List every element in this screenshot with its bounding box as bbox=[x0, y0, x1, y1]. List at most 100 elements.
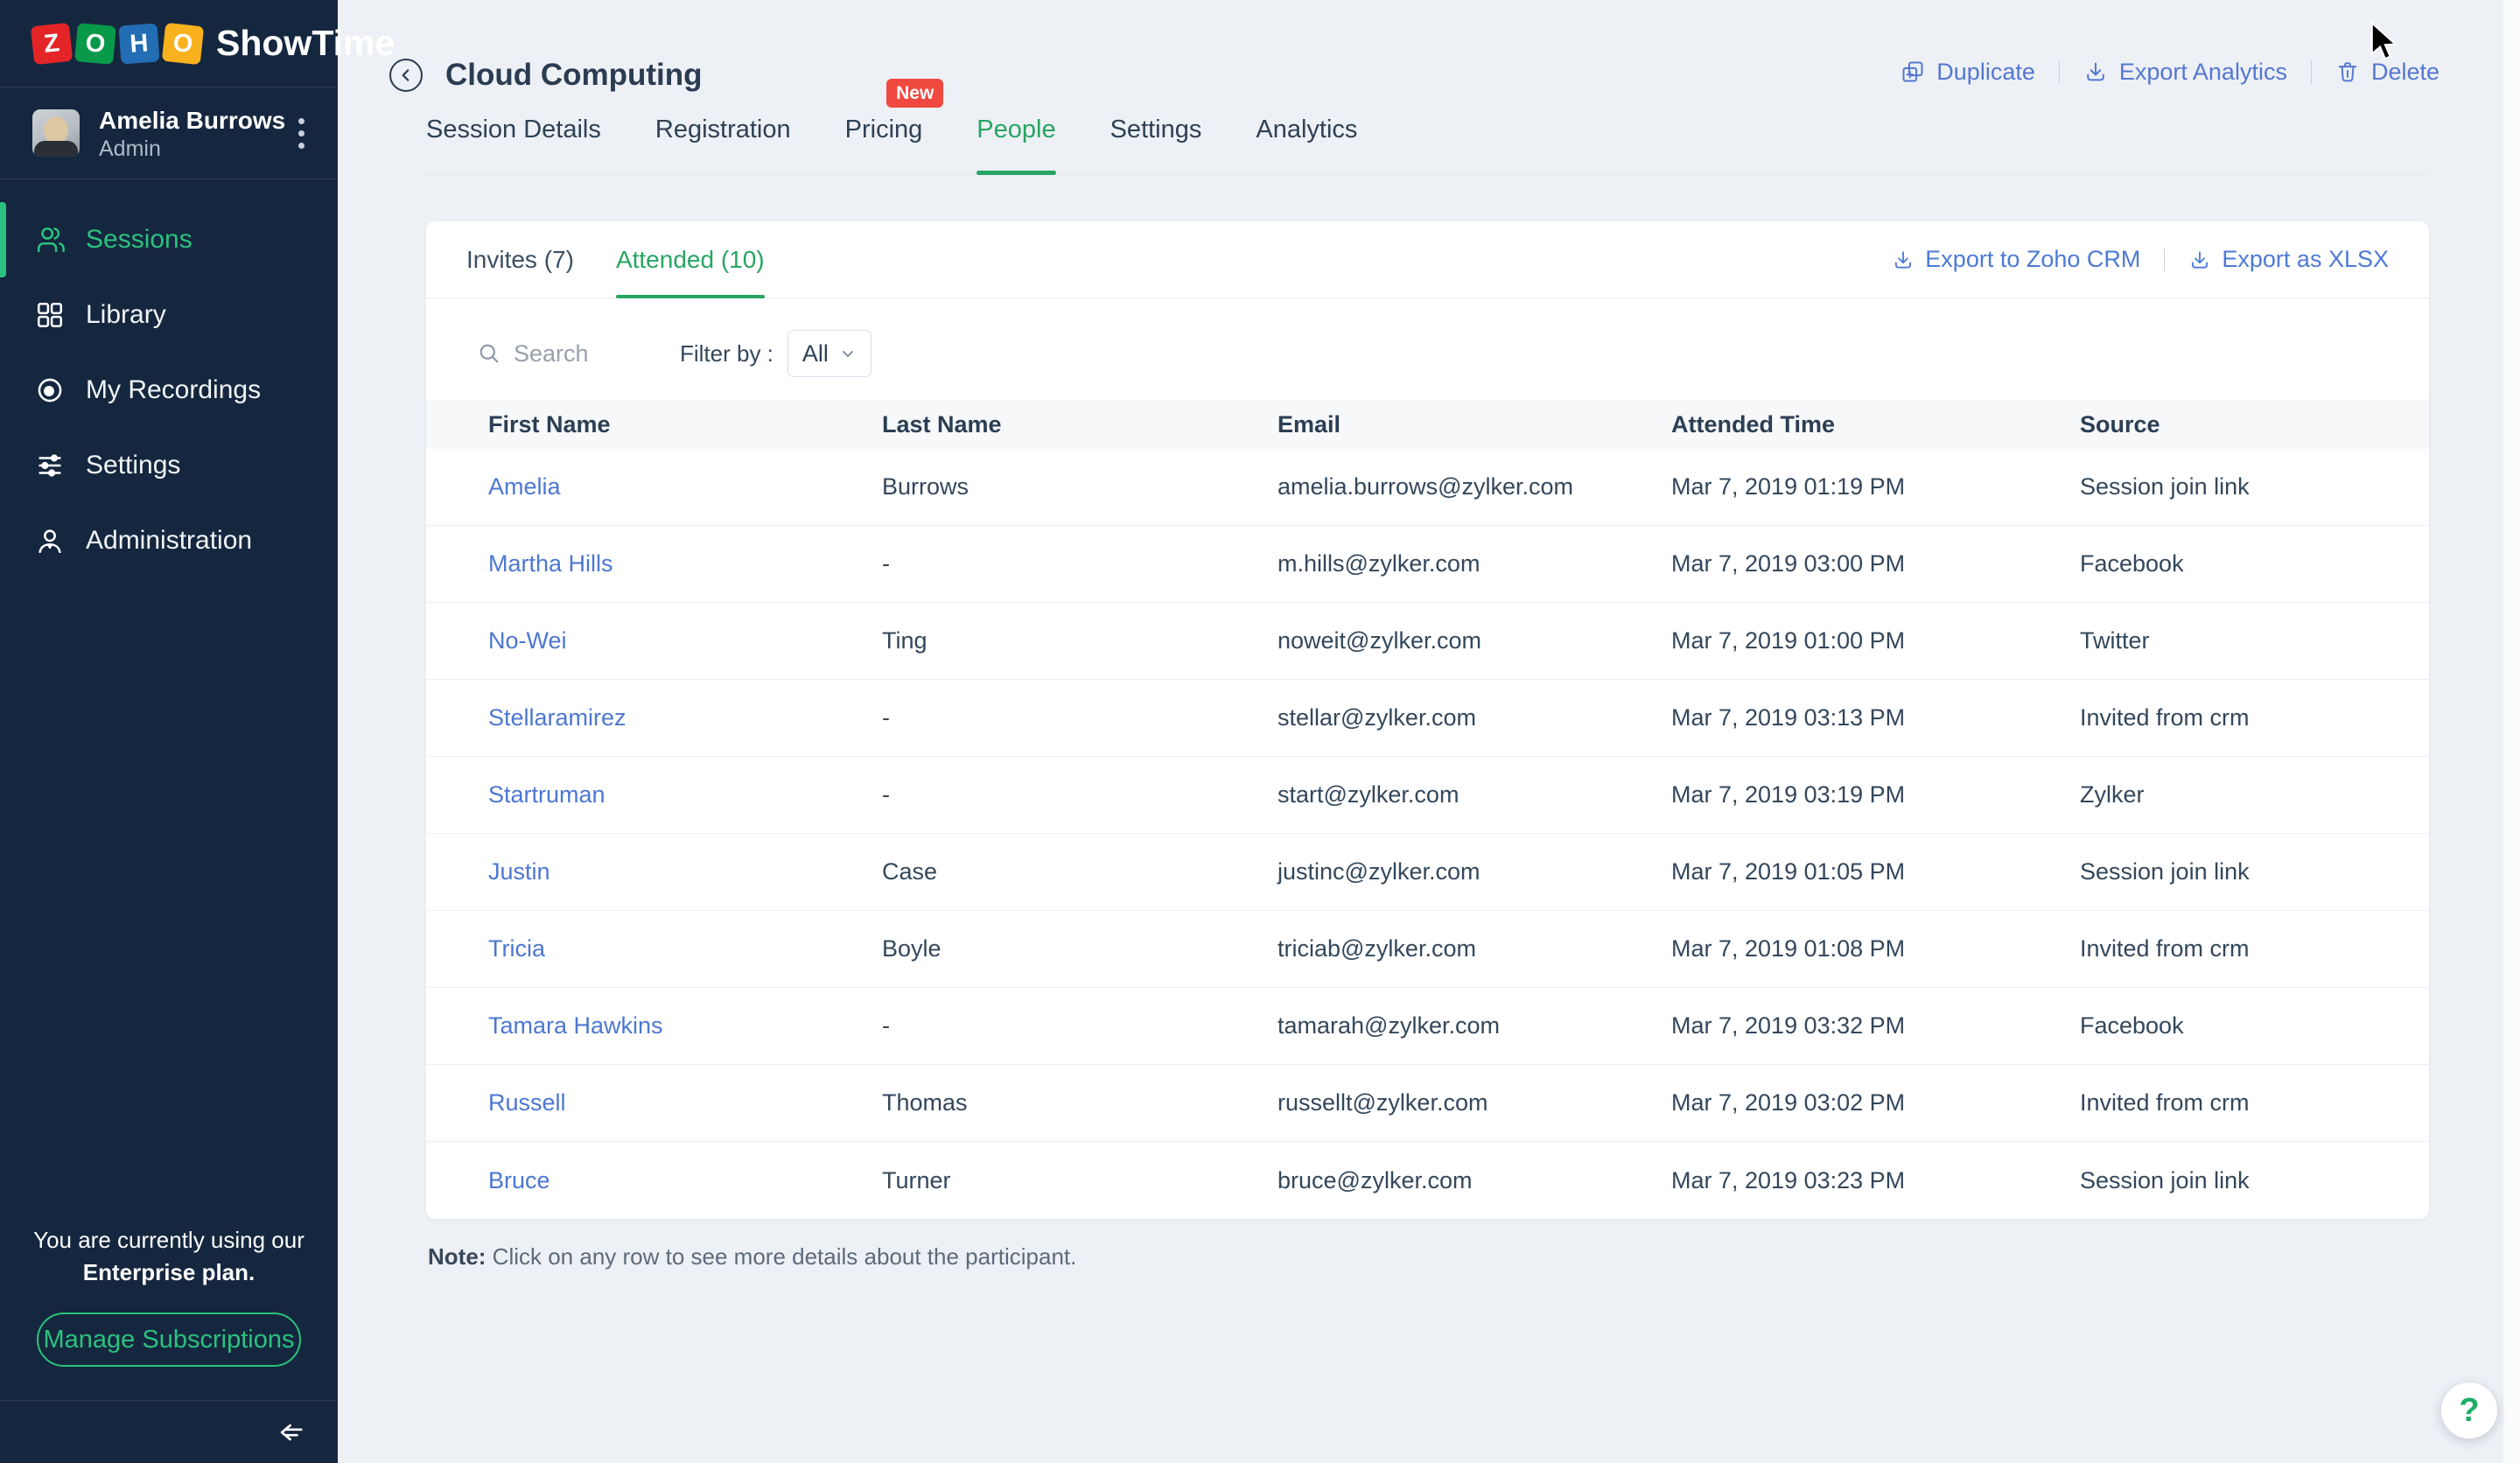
tab-settings[interactable]: Settings bbox=[1110, 116, 1202, 144]
cell-last-name: - bbox=[882, 781, 890, 808]
divider bbox=[2058, 60, 2060, 84]
cell-first-name[interactable]: Tamara Hawkins bbox=[488, 1012, 663, 1039]
search-icon bbox=[480, 344, 499, 363]
cell-email: noweit@zylker.com bbox=[1278, 627, 1481, 654]
sidebar-item-my-recordings[interactable]: My Recordings bbox=[0, 353, 338, 428]
delete-button[interactable]: Delete bbox=[2335, 59, 2440, 86]
filter-by-label: Filter by : bbox=[680, 340, 774, 367]
table-row[interactable]: Martha Hills - m.hills@zylker.com Mar 7,… bbox=[426, 526, 2429, 603]
scrollbar-track[interactable] bbox=[2502, 0, 2520, 1463]
filter-dropdown[interactable]: All bbox=[787, 330, 872, 377]
product-name: ShowTime bbox=[216, 23, 396, 63]
table-row[interactable]: Tamara Hawkins - tamarah@zylker.com Mar … bbox=[426, 988, 2429, 1065]
tab-pricing-label: Pricing bbox=[844, 116, 923, 144]
zoho-logo: Z O H O bbox=[30, 22, 205, 65]
col-last-name: Last Name bbox=[882, 410, 1002, 438]
sessions-people-icon bbox=[37, 227, 65, 253]
cell-first-name[interactable]: Amelia bbox=[488, 473, 561, 500]
table-row[interactable]: Startruman - start@zylker.com Mar 7, 201… bbox=[426, 757, 2429, 834]
chevron-down-icon bbox=[843, 351, 853, 357]
zoho-logo-letter: H bbox=[118, 23, 160, 64]
export-as-xlsx-button[interactable]: Export as XLSX bbox=[2188, 246, 2389, 273]
tab-invites[interactable]: Invites (7) bbox=[466, 245, 574, 273]
cell-attended-time: Mar 7, 2019 03:13 PM bbox=[1671, 704, 1906, 731]
tab-analytics[interactable]: Analytics bbox=[1256, 116, 1358, 144]
table-header: First Name Last Name Email Attended Time… bbox=[426, 400, 2429, 449]
cell-last-name: - bbox=[882, 704, 890, 731]
cell-source: Session join link bbox=[2080, 858, 2250, 885]
tab-session-details[interactable]: Session Details bbox=[426, 116, 601, 144]
cell-source: Invited from crm bbox=[2080, 935, 2250, 962]
sidebar-item-administration[interactable]: Administration bbox=[0, 503, 338, 578]
table-row[interactable]: Tricia Boyle triciab@zylker.com Mar 7, 2… bbox=[426, 911, 2429, 988]
col-attended-time: Attended Time bbox=[1671, 410, 1836, 438]
cell-attended-time: Mar 7, 2019 01:08 PM bbox=[1671, 935, 1906, 962]
chevron-left-icon bbox=[402, 69, 410, 81]
cell-last-name: - bbox=[882, 1012, 890, 1039]
zoho-logo-letter: O bbox=[74, 22, 116, 65]
tab-pricing[interactable]: Pricing New bbox=[844, 79, 944, 174]
plan-line1: You are currently using our bbox=[33, 1227, 304, 1254]
help-button[interactable]: ? bbox=[2441, 1382, 2497, 1438]
divider bbox=[2164, 248, 2166, 271]
record-icon bbox=[38, 378, 62, 402]
cell-last-name: Burrows bbox=[882, 473, 970, 500]
cell-attended-time: Mar 7, 2019 01:05 PM bbox=[1671, 858, 1906, 885]
cell-first-name[interactable]: No-Wei bbox=[488, 627, 567, 654]
cell-email: stellar@zylker.com bbox=[1278, 704, 1476, 731]
manage-subscriptions-button[interactable]: Manage Subscriptions bbox=[37, 1312, 301, 1367]
sidebar-item-sessions[interactable]: Sessions bbox=[0, 202, 338, 277]
sidebar-item-label: Library bbox=[86, 300, 166, 329]
user-card: Amelia Burrows Admin bbox=[0, 88, 338, 179]
delete-label: Delete bbox=[2370, 58, 2440, 85]
cell-email: tamarah@zylker.com bbox=[1278, 1012, 1500, 1039]
cell-first-name[interactable]: Stellaramirez bbox=[488, 704, 626, 731]
cell-first-name[interactable]: Startruman bbox=[488, 781, 606, 808]
table-row[interactable]: Russell Thomas russellt@zylker.com Mar 7… bbox=[426, 1065, 2429, 1142]
cell-source: Invited from crm bbox=[2080, 1089, 2250, 1116]
cell-first-name[interactable]: Tricia bbox=[488, 935, 545, 962]
sidebar-item-library[interactable]: Library bbox=[0, 277, 338, 353]
tab-people[interactable]: People bbox=[976, 116, 1056, 175]
cell-source: Twitter bbox=[2080, 627, 2150, 654]
cell-first-name[interactable]: Bruce bbox=[488, 1166, 550, 1194]
people-subtabs: Invites (7) Attended (10) Export to Zoho… bbox=[426, 221, 2429, 298]
download-icon bbox=[1895, 250, 1912, 269]
table-row[interactable]: No-Wei Ting noweit@zylker.com Mar 7, 201… bbox=[426, 603, 2429, 680]
duplicate-button[interactable]: Duplicate bbox=[1900, 59, 2035, 86]
cell-last-name: Thomas bbox=[882, 1089, 968, 1116]
tab-registration[interactable]: Registration bbox=[654, 116, 791, 144]
user-menu-kebab-icon[interactable] bbox=[293, 113, 310, 154]
cell-last-name: Turner bbox=[882, 1166, 951, 1194]
export-to-zoho-crm-button[interactable]: Export to Zoho CRM bbox=[1892, 246, 2140, 273]
cell-email: justinc@zylker.com bbox=[1278, 858, 1480, 885]
tab-attended[interactable]: Attended (10) bbox=[615, 221, 765, 298]
sidebar-item-label: Administration bbox=[86, 526, 253, 555]
collapse-sidebar-icon[interactable] bbox=[270, 1413, 308, 1452]
sidebar-item-settings[interactable]: Settings bbox=[0, 428, 338, 503]
avatar bbox=[32, 109, 80, 157]
cell-attended-time: Mar 7, 2019 03:23 PM bbox=[1671, 1166, 1906, 1194]
cell-attended-time: Mar 7, 2019 03:02 PM bbox=[1671, 1089, 1906, 1116]
cell-last-name: - bbox=[882, 550, 890, 577]
export-analytics-button[interactable]: Export Analytics bbox=[2083, 59, 2287, 86]
cell-first-name[interactable]: Martha Hills bbox=[488, 550, 613, 577]
cell-last-name: Case bbox=[882, 858, 938, 885]
table-row[interactable]: Bruce Turner bruce@zylker.com Mar 7, 201… bbox=[426, 1142, 2429, 1219]
session-tabs: Session Details Registration Pricing New… bbox=[426, 79, 2429, 175]
cell-source: Zylker bbox=[2080, 781, 2145, 808]
col-source: Source bbox=[2080, 410, 2160, 438]
mouse-cursor bbox=[2370, 21, 2398, 60]
table-row[interactable]: Amelia Burrows amelia.burrows@zylker.com… bbox=[426, 449, 2429, 526]
back-button[interactable] bbox=[389, 59, 423, 92]
cell-first-name[interactable]: Russell bbox=[488, 1089, 566, 1116]
export-links: Export to Zoho CRM Export as XLSX bbox=[1892, 221, 2389, 298]
table-row[interactable]: Justin Case justinc@zylker.com Mar 7, 20… bbox=[426, 834, 2429, 911]
cell-email: triciab@zylker.com bbox=[1278, 935, 1476, 962]
cell-first-name[interactable]: Justin bbox=[488, 858, 550, 885]
table-row[interactable]: Stellaramirez - stellar@zylker.com Mar 7… bbox=[426, 680, 2429, 757]
search-input[interactable] bbox=[514, 340, 645, 368]
export-to-zoho-crm-label: Export to Zoho CRM bbox=[1925, 246, 2141, 272]
cell-source: Session join link bbox=[2080, 473, 2250, 500]
download-icon bbox=[2087, 62, 2104, 81]
